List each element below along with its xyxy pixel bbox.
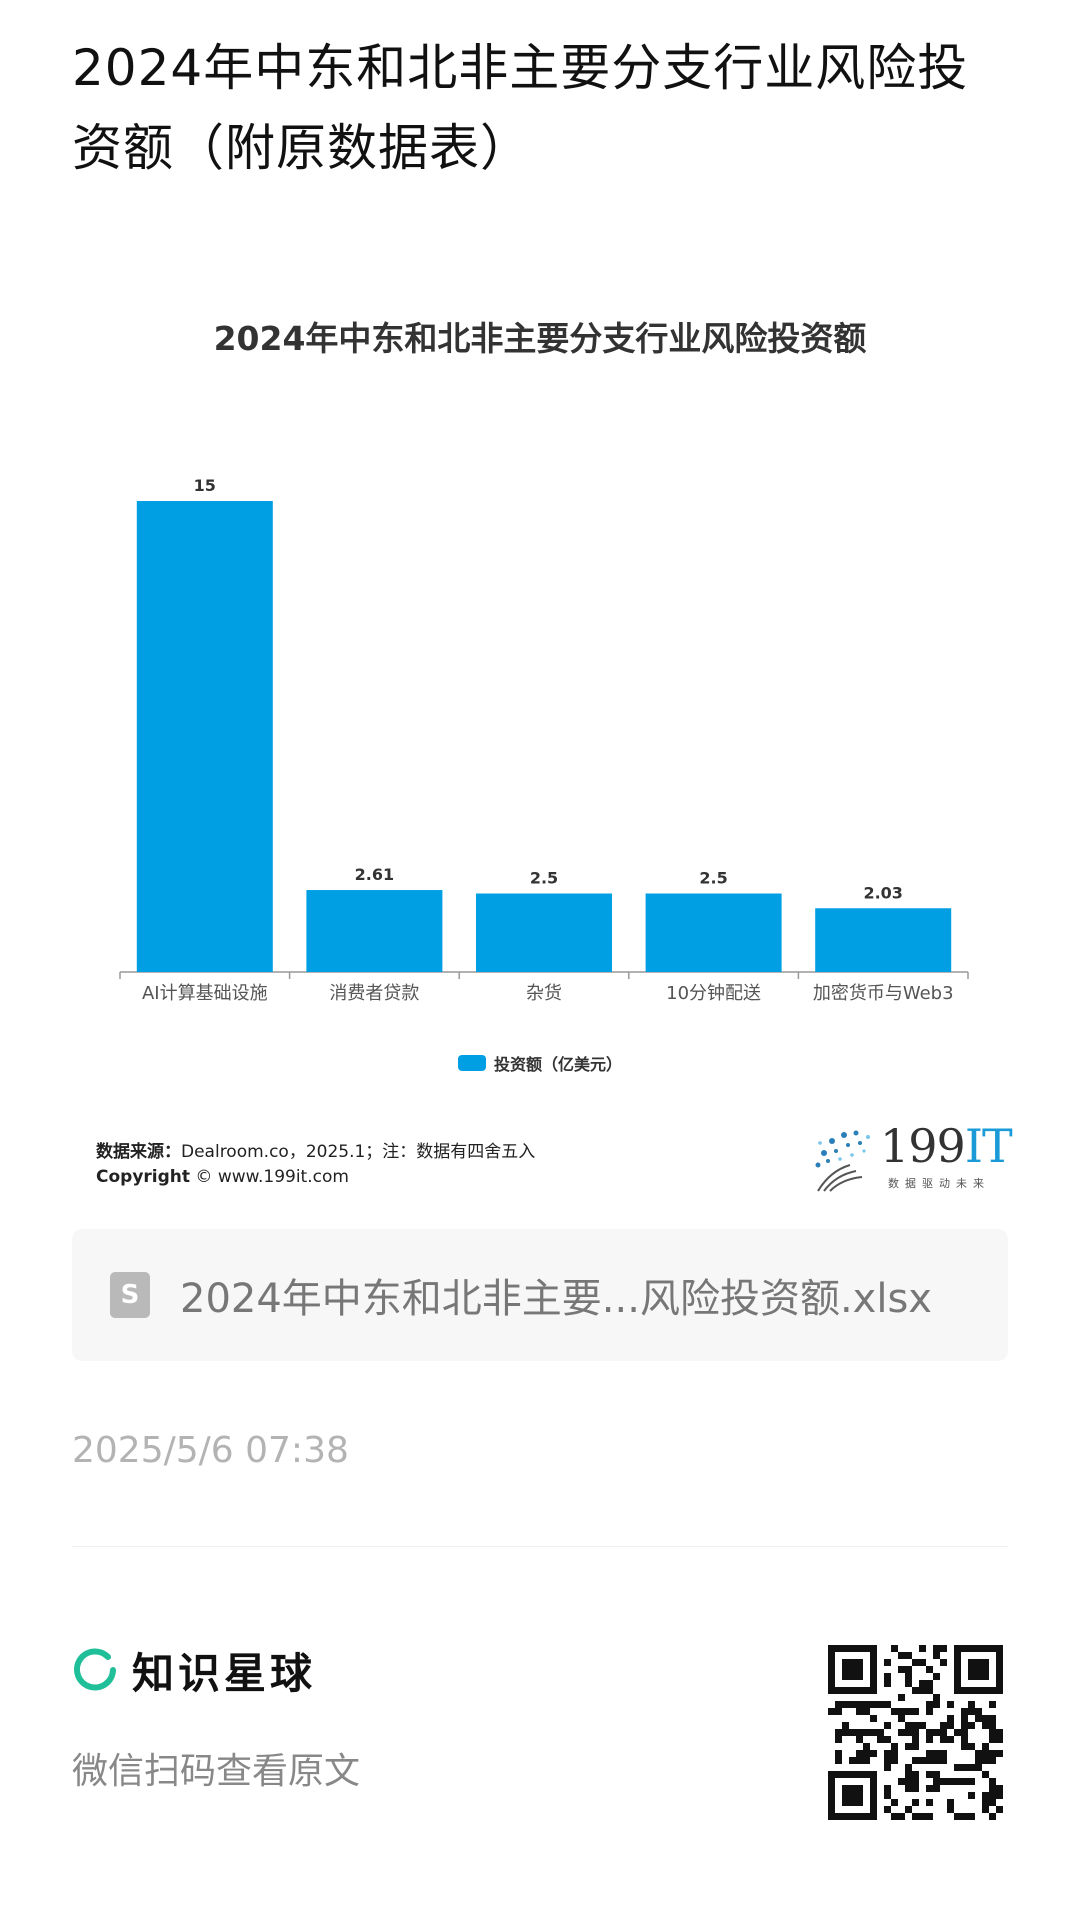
brand-name: 知识星球 bbox=[132, 1649, 317, 1698]
data-label: 15 bbox=[194, 476, 216, 495]
x-tick-label: 加密货币与Web3 bbox=[813, 983, 954, 1004]
bar-chart: 15 AI计算基础设施 2.61 消费者贷款 2.5 杂货 2.5 10分钟配送 2.03 加密货… bbox=[119, 476, 969, 1004]
timestamp: 2025/5/6 07:38 bbox=[72, 1430, 349, 1471]
x-tick-label: 10分钟配送 bbox=[666, 983, 761, 1004]
spreadsheet-file-icon: S bbox=[110, 1272, 150, 1318]
chart-title: 2024年中东和北非主要分支行业风险投资额 bbox=[213, 319, 867, 358]
data-label: 2.61 bbox=[355, 865, 394, 884]
x-tick-label: 杂货 bbox=[526, 983, 562, 1004]
logo-subtitle: 数据驱动未来 bbox=[888, 1177, 990, 1190]
bar bbox=[476, 893, 612, 972]
scan-hint: 微信扫码查看原文 bbox=[72, 1751, 361, 1792]
x-tick-label: 消费者贷款 bbox=[329, 983, 419, 1004]
legend-label: 投资额（亿美元） bbox=[494, 1055, 623, 1074]
copyright-text: © www.199it.com bbox=[190, 1167, 349, 1187]
logo-wordmark: 199IT bbox=[880, 1119, 1013, 1173]
copyright-label: Copyright bbox=[96, 1167, 191, 1187]
bar bbox=[645, 893, 782, 972]
legend-swatch bbox=[458, 1055, 486, 1071]
file-name: 2024年中东和北非主要...风险投资额.xlsx bbox=[180, 1276, 932, 1322]
source-line: 数据来源：Dealroom.co，2025.1；注：数据有四舍五入 bbox=[96, 1137, 535, 1162]
attachment-file-card[interactable]: S 2024年中东和北非主要...风险投资额.xlsx bbox=[72, 1229, 1008, 1361]
data-label: 2.03 bbox=[863, 883, 902, 902]
source-label: 数据来源： bbox=[96, 1142, 181, 1162]
source-text: Dealroom.co，2025.1；注：数据有四舍五入 bbox=[181, 1142, 536, 1162]
bar bbox=[815, 908, 952, 972]
199it-logo: 199IT 数据驱动未来 bbox=[810, 1119, 1013, 1195]
chart-legend: 投资额（亿美元） bbox=[458, 1048, 622, 1078]
divider bbox=[72, 1546, 1008, 1547]
copyright-line: Copyright © www.199it.com bbox=[96, 1167, 349, 1187]
dandelion-logo-icon bbox=[815, 1130, 870, 1192]
brand-header: 知识星球 bbox=[72, 1640, 316, 1701]
bar bbox=[306, 890, 443, 972]
chart-area: 2024年中东和北非主要分支行业风险投资额 15 AI计算基础设施 2.61 消费者贷… bbox=[0, 300, 1080, 1100]
data-label: 2.5 bbox=[699, 869, 727, 888]
x-tick-label: AI计算基础设施 bbox=[142, 983, 268, 1004]
qr-code-icon bbox=[828, 1645, 1003, 1820]
planet-ring-icon bbox=[74, 1647, 116, 1690]
page-title: 2024年中东和北非主要分支行业风险投资额（附原数据表） bbox=[72, 39, 969, 177]
data-label: 2.5 bbox=[530, 869, 558, 888]
bar bbox=[136, 501, 273, 972]
